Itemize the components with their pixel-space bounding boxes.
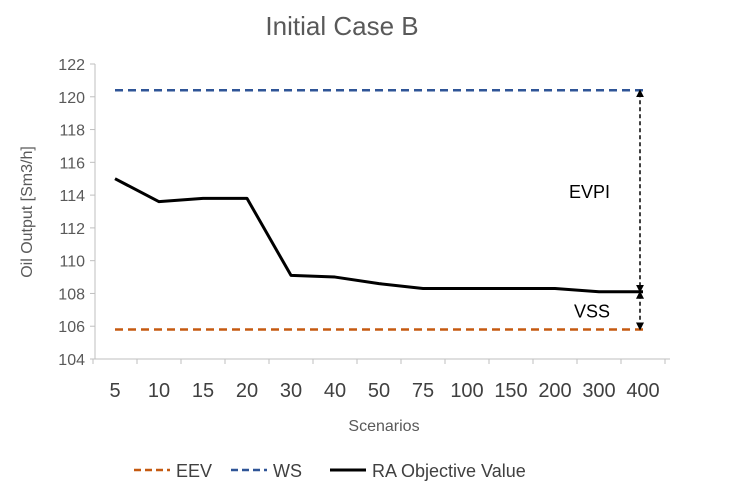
y-tick-label: 104 [58,352,85,369]
x-tick-label: 300 [582,380,615,402]
y-tick-label: 106 [58,319,85,336]
y-tick-label: 112 [59,221,85,238]
y-tick-label: 122 [58,57,85,74]
x-axis-label: Scenarios [348,418,419,435]
y-tick-label: 118 [59,123,85,140]
x-tick-label: 20 [236,380,258,402]
legend-label-eev: EEV [176,461,212,481]
y-tick-label: 114 [59,188,85,205]
chart-title: Initial Case B [265,11,418,41]
x-tick-label: 150 [494,380,527,402]
x-tick-label: 200 [538,380,571,402]
y-tick-label: 108 [58,286,85,303]
y-axis-label: Oil Output [Sm3/h] [19,146,36,278]
x-tick-label: 400 [626,380,659,402]
vss-label: VSS [574,302,610,322]
legend-label-ws: WS [273,461,302,481]
y-tick-label: 120 [58,90,85,107]
evpi-label: EVPI [569,182,610,202]
y-tick-label: 116 [59,155,85,172]
y-tick-label: 110 [59,254,85,271]
x-tick-label: 75 [412,380,434,402]
legend-label-ra-objective-value: RA Objective Value [372,461,526,481]
x-tick-label: 30 [280,380,302,402]
x-tick-label: 5 [109,380,120,402]
x-tick-label: 50 [368,380,390,402]
x-tick-label: 100 [450,380,483,402]
x-tick-label: 10 [148,380,170,402]
x-tick-label: 15 [192,380,214,402]
series-line-ra-objective-value [114,177,643,294]
x-tick-label: 40 [324,380,346,402]
